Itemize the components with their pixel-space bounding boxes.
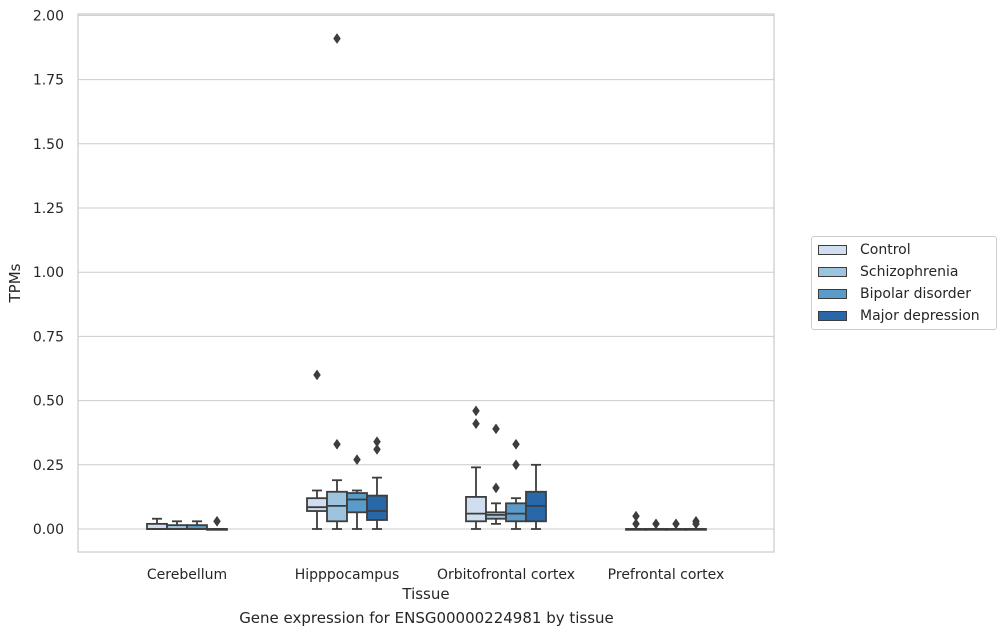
- legend-swatch: [818, 311, 847, 321]
- outlier-point: [333, 438, 341, 450]
- legend-label: Schizophrenia: [860, 264, 959, 280]
- box-major-depression: [206, 515, 228, 531]
- outlier-point: [632, 518, 640, 530]
- outlier-point: [472, 405, 480, 417]
- box-major-depression: [366, 436, 388, 530]
- x-tick-label: Hipppocampus: [295, 567, 400, 583]
- outlier-point: [492, 423, 500, 435]
- x-tick-label: Prefrontal cortex: [608, 567, 725, 583]
- y-tick-label: 1.25: [33, 201, 64, 217]
- y-tick-label: 1.50: [33, 137, 64, 153]
- outlier-point: [373, 436, 381, 448]
- y-tick-label: 2.00: [33, 8, 64, 24]
- box-control: [625, 510, 647, 531]
- y-tick-label: 0.00: [33, 522, 64, 538]
- box-iqr: [346, 492, 368, 514]
- outlier-point: [672, 518, 680, 530]
- y-tick-label: 1.75: [33, 73, 64, 89]
- box-groups: [146, 33, 707, 531]
- legend-swatch: [818, 267, 847, 277]
- box-bipolar-disorder: [346, 454, 368, 530]
- outlier-point: [472, 418, 480, 430]
- x-tick-label: Orbitofrontal cortex: [437, 567, 575, 583]
- box-major-depression: [525, 463, 547, 530]
- outlier-point: [632, 510, 640, 522]
- legend-label: Bipolar disorder: [860, 286, 972, 302]
- plot-frame: [77, 13, 775, 553]
- x-tick-label: Cerebellum: [147, 567, 227, 583]
- outlier-point: [353, 454, 361, 466]
- outlier-point: [213, 515, 221, 527]
- box-iqr: [505, 502, 527, 523]
- box-control: [306, 369, 328, 530]
- box-iqr: [465, 495, 487, 523]
- legend-item: Major depression: [818, 307, 980, 325]
- legend-swatch: [818, 245, 847, 255]
- outlier-point: [373, 443, 381, 455]
- y-tick-label: 0.25: [33, 458, 64, 474]
- box-bipolar-disorder: [665, 518, 687, 531]
- box-control: [146, 517, 168, 530]
- axis-ticks: 0.00 0.25 0.50 0.75 1.00 1.25 1.50 1.75 2.00 Cere…: [33, 8, 725, 583]
- box-bipolar-disorder: [505, 438, 527, 530]
- box-bipolar-disorder: [186, 520, 208, 530]
- legend-label: Control: [860, 242, 911, 258]
- outlier-point: [333, 33, 341, 44]
- outlier-point: [512, 438, 520, 450]
- y-tick-label: 1.00: [33, 265, 64, 281]
- legend: Control Schizophrenia Bipolar disorder Majo…: [811, 236, 997, 330]
- box-schizophrenia: [326, 33, 348, 530]
- outlier-point: [313, 369, 321, 381]
- legend-item: Schizophrenia: [818, 263, 958, 281]
- outlier-point: [492, 482, 500, 494]
- x-axis-label: Tissue: [401, 585, 449, 603]
- y-tick-label: 0.75: [33, 329, 64, 345]
- box-control: [465, 405, 487, 530]
- legend-item: Control: [818, 241, 911, 259]
- outlier-point: [652, 518, 660, 530]
- legend-swatch: [818, 289, 847, 299]
- box-schizophrenia: [485, 423, 507, 525]
- legend-item: Bipolar disorder: [818, 285, 971, 303]
- legend-label: Major depression: [860, 308, 980, 324]
- outlier-point: [692, 515, 700, 527]
- box-iqr: [366, 494, 388, 521]
- y-tick-label: 0.50: [33, 394, 64, 410]
- gridlines: [78, 14, 774, 530]
- box-major-depression: [685, 515, 707, 531]
- box-iqr: [306, 497, 328, 512]
- y-axis-label: TPMs: [6, 263, 24, 303]
- box-schizophrenia: [166, 520, 188, 530]
- outlier-point: [512, 459, 520, 471]
- chart-caption: Gene expression for ENSG00000224981 by t…: [239, 609, 614, 627]
- box-schizophrenia: [645, 518, 667, 531]
